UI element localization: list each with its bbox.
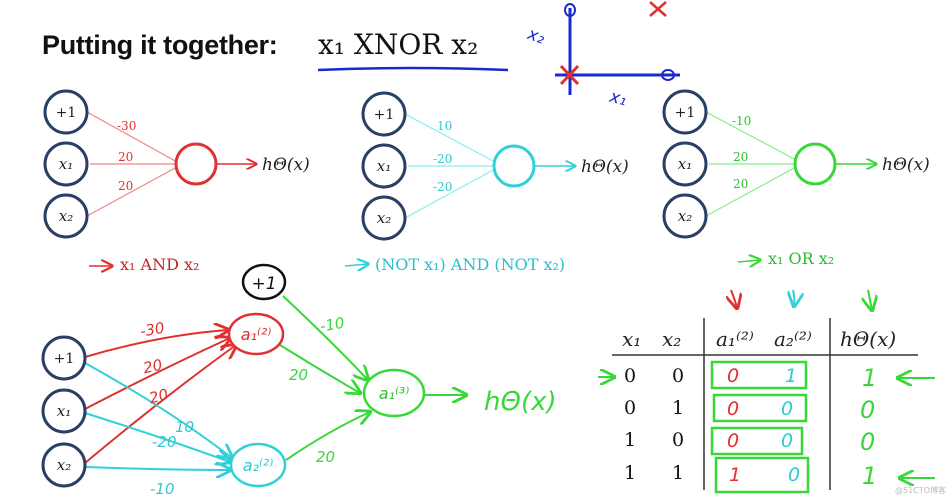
row4-x1: 1	[624, 462, 636, 484]
watermark: @51CTO博客	[895, 486, 946, 495]
row4-a2: 0	[788, 464, 800, 486]
hidden-bias-label: +1	[251, 274, 276, 294]
and-weight-x2: 20	[118, 179, 133, 193]
and-input-x2	[43, 193, 89, 239]
not-and-weight-bias: 10	[437, 119, 452, 133]
xnor-expression: x₁ XNOR x₂	[318, 28, 479, 61]
hidden-neuron-a2-label: a₂⁽²⁾	[243, 456, 274, 475]
row1-a2: 1	[785, 365, 797, 387]
header-a1: a₁⁽²⁾	[716, 327, 754, 351]
not-and-weight-x2: -20	[433, 180, 452, 194]
header-a2: a₂⁽²⁾	[774, 327, 812, 351]
network-and: +1 x₁ x₂ -30 20 20 hΘ(x) x₁ AND x₂	[43, 89, 310, 274]
combined-output-label: hΘ(x)	[484, 387, 557, 417]
not-and-weight-x1: -20	[433, 152, 452, 166]
combined-input-x2-label: x₂	[57, 456, 71, 474]
slide-title: Putting it together:	[42, 30, 278, 60]
row2-x1: 0	[624, 397, 636, 419]
row3-a1: 0	[727, 430, 739, 452]
not-and-input-bias	[361, 91, 407, 137]
weight-a3-a2: 20	[316, 448, 335, 466]
or-output-label: hΘ(x)	[882, 155, 930, 175]
not-and-output-label: hΘ(x)	[581, 157, 629, 177]
axis-x2-label: x₂	[524, 24, 548, 49]
combined-network: +1 x₁ x₂ +1 a₁⁽²⁾ a₂⁽²⁾ a₁⁽³⁾ hΘ(x) -30 …	[41, 263, 557, 498]
row3-h: 0	[860, 428, 875, 456]
header-x2: x₂	[662, 327, 681, 351]
row1-x1: 0	[624, 365, 636, 387]
and-caption: x₁ AND x₂	[120, 255, 199, 274]
title-underline	[317, 66, 509, 72]
not-and-input-x1-label: x₁	[377, 157, 391, 175]
axis-x1-label: x₁	[607, 86, 629, 110]
and-output-label: hΘ(x)	[262, 155, 310, 175]
or-weight-x1: 20	[733, 150, 748, 164]
or-input-bias	[662, 89, 708, 135]
or-input-x2	[662, 193, 708, 239]
row1-h: 1	[862, 364, 877, 392]
or-input-x1-label: x₁	[678, 155, 692, 173]
row1-x2: 0	[672, 365, 684, 387]
header-x1: x₁	[622, 327, 641, 351]
or-weight-bias: -10	[732, 114, 751, 128]
not-and-output-neuron	[492, 144, 536, 188]
and-weight-bias: -30	[117, 119, 136, 133]
and-input-bias	[43, 89, 89, 135]
row4-h: 1	[862, 462, 877, 490]
not-and-input-x1	[361, 143, 407, 189]
hidden-neuron-a1	[227, 312, 285, 356]
not-and-input-x2	[361, 195, 407, 241]
output-neuron-a3-label: a₁⁽³⁾	[379, 384, 410, 403]
and-input-x2-label: x₂	[59, 207, 73, 225]
weight-a1-bias: -30	[139, 319, 166, 341]
weight-a1-x2: 20	[147, 385, 170, 407]
or-weight-x2: 20	[733, 177, 748, 191]
network-not-and: +1 x₁ x₂ 10 -20 -20 hΘ(x) (NOT x₁) AND (…	[344, 91, 629, 274]
combined-input-x1	[41, 388, 87, 434]
and-output-neuron	[174, 142, 218, 186]
weight-a3-bias: -10	[319, 314, 346, 336]
combined-input-x2	[41, 442, 87, 488]
row3-x1: 1	[624, 429, 636, 451]
weight-a3-a1: 20	[289, 366, 308, 384]
or-input-bias-label: +1	[675, 105, 696, 121]
or-input-x2-label: x₂	[678, 207, 692, 225]
weight-a2-bias: 10	[175, 418, 194, 436]
header-h: hΘ(x)	[840, 327, 896, 351]
combined-input-x1-label: x₁	[57, 402, 71, 420]
row2-h: 0	[860, 396, 875, 424]
row4-x2: 1	[672, 462, 684, 484]
not-and-caption: (NOT x₁) AND (NOT x₂)	[375, 255, 565, 274]
row2-a2: 0	[781, 398, 793, 420]
row1-a1: 0	[727, 365, 739, 387]
and-input-bias-label: +1	[56, 105, 77, 121]
weight-a2-x1: -20	[152, 433, 177, 451]
weight-a2-x2: -10	[150, 480, 175, 498]
hidden-bias-node	[241, 263, 287, 301]
combined-input-bias-label: +1	[54, 351, 75, 367]
output-neuron-a3	[362, 368, 426, 418]
and-input-x1	[43, 141, 89, 187]
row3-x2: 0	[672, 429, 684, 451]
hidden-neuron-a2	[229, 442, 287, 488]
truth-table: x₁ x₂ a₁⁽²⁾ a₂⁽²⁾ hΘ(x) 0 0 0 1 1 0 1 0 …	[598, 289, 935, 494]
axes-sketch: x₂ x₁	[524, 1, 680, 110]
or-output-neuron	[793, 142, 837, 186]
or-input-x1	[662, 141, 708, 187]
row4-a1: 1	[729, 464, 741, 486]
hidden-neuron-a1-label: a₁⁽²⁾	[241, 325, 272, 344]
and-input-x1-label: x₁	[59, 155, 73, 173]
network-or: +1 x₁ x₂ -10 20 20 hΘ(x) x₁ OR x₂	[662, 89, 930, 268]
weight-a1-x1: 20	[141, 356, 163, 378]
not-and-input-bias-label: +1	[374, 107, 395, 123]
row2-x2: 1	[672, 397, 684, 419]
row2-a1: 0	[727, 398, 739, 420]
and-weight-x1: 20	[118, 150, 133, 164]
row3-a2: 0	[781, 430, 793, 452]
or-caption: x₁ OR x₂	[768, 249, 834, 268]
not-and-input-x2-label: x₂	[377, 209, 391, 227]
combined-input-bias	[41, 335, 87, 381]
